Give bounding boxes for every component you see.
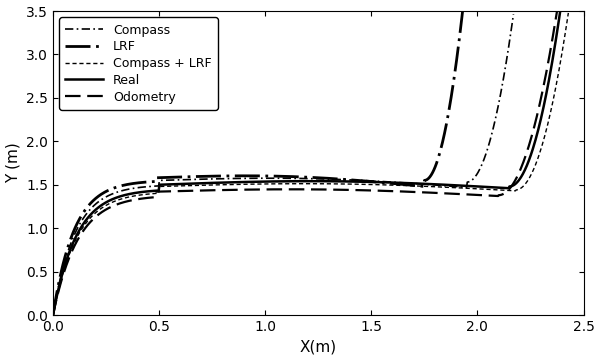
Line: LRF: LRF bbox=[53, 11, 463, 315]
Real bbox=[265, 179, 272, 184]
Real bbox=[101, 201, 109, 205]
Compass bbox=[467, 179, 474, 183]
Y-axis label: Y (m): Y (m) bbox=[5, 143, 20, 183]
Odometry bbox=[553, 9, 560, 14]
LRF bbox=[370, 180, 377, 184]
Compass bbox=[377, 179, 385, 184]
Line: Odometry: Odometry bbox=[53, 12, 557, 315]
Compass bbox=[510, 12, 517, 16]
Compass bbox=[455, 185, 462, 189]
Line: Compass: Compass bbox=[53, 14, 514, 315]
Compass + LRF bbox=[155, 191, 163, 195]
Compass + LRF bbox=[307, 181, 314, 186]
Real bbox=[49, 313, 56, 317]
Odometry bbox=[145, 195, 152, 200]
LRF bbox=[239, 174, 247, 178]
Compass + LRF bbox=[311, 181, 318, 186]
Compass + LRF bbox=[101, 204, 108, 208]
Real bbox=[419, 181, 426, 186]
LRF bbox=[459, 9, 466, 13]
Real bbox=[356, 180, 364, 184]
Line: Real: Real bbox=[53, 10, 560, 315]
Real bbox=[90, 209, 97, 213]
Legend: Compass, LRF, Compass + LRF, Real, Odometry: Compass, LRF, Compass + LRF, Real, Odome… bbox=[59, 17, 218, 110]
LRF bbox=[411, 183, 418, 188]
Line: Compass + LRF: Compass + LRF bbox=[53, 13, 568, 315]
Compass bbox=[278, 176, 285, 180]
Odometry bbox=[480, 193, 487, 197]
LRF bbox=[49, 313, 56, 317]
Odometry bbox=[49, 313, 56, 317]
Odometry bbox=[391, 189, 398, 193]
Odometry bbox=[171, 189, 178, 193]
Compass + LRF bbox=[49, 313, 56, 317]
Compass + LRF bbox=[170, 184, 177, 188]
Real bbox=[557, 8, 564, 13]
Compass bbox=[49, 313, 56, 317]
Compass bbox=[51, 305, 58, 310]
Odometry bbox=[173, 189, 180, 193]
Real bbox=[187, 181, 194, 186]
Compass bbox=[159, 178, 166, 183]
Compass + LRF bbox=[565, 11, 572, 15]
LRF bbox=[135, 181, 142, 185]
LRF bbox=[363, 179, 370, 183]
Odometry bbox=[130, 198, 137, 202]
LRF bbox=[136, 180, 143, 185]
Compass + LRF bbox=[368, 183, 376, 187]
X-axis label: X(m): X(m) bbox=[299, 339, 337, 355]
